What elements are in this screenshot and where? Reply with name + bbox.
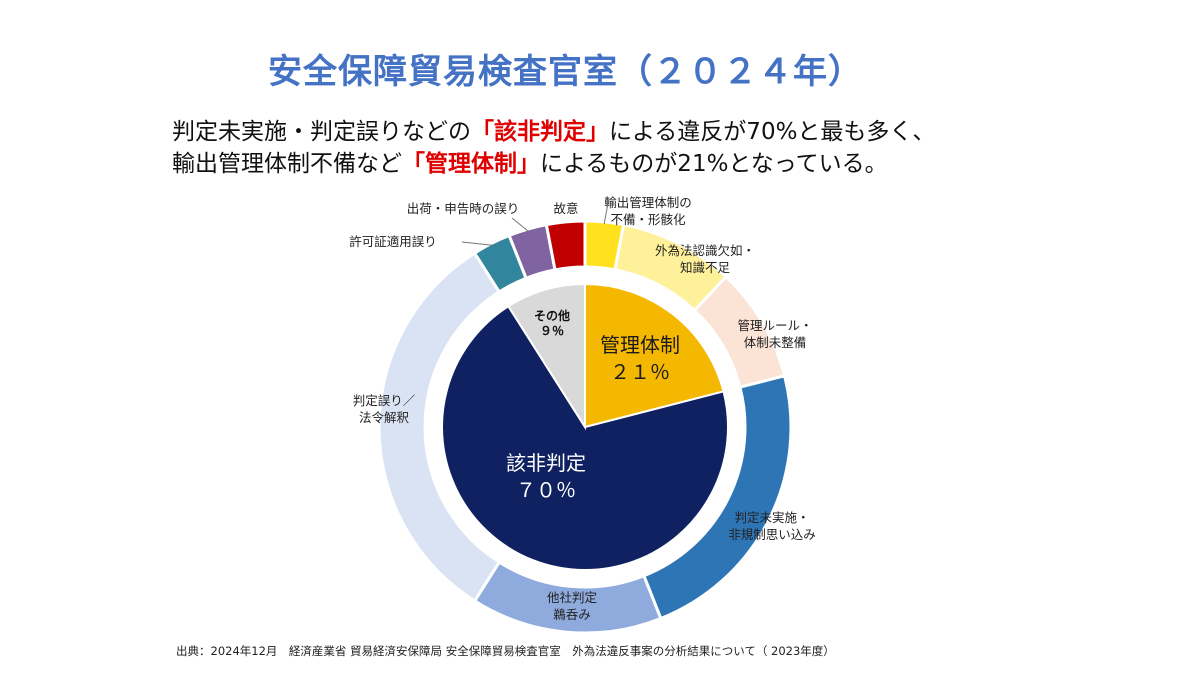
outer-label-g2: 他社判定鵜呑み <box>547 590 597 622</box>
lead-line-2-post: によるものが21%となっている。 <box>540 151 888 177</box>
outer-label-g1: 判定未実施・非規制思い込み <box>728 510 816 542</box>
outer-slice-o3 <box>544 219 587 272</box>
outer-label-k1: 輸出管理体制の不備・形骸化 <box>604 195 692 227</box>
outer-label-k2: 外為法認識欠如・知識不足 <box>655 243 755 275</box>
outer-label-o2: 出荷・申告時の誤り <box>407 201 520 216</box>
lead-line-2-pre: 輸出管理体制不備など <box>172 151 402 177</box>
lead-line-1-highlight: 「該非判定」 <box>471 119 609 145</box>
outer-label-k3: 管理ルール・体制未整備 <box>737 318 812 350</box>
leader-line-o2 <box>511 217 529 232</box>
inner-label-gaihi: 該非判定７０％ <box>506 451 586 502</box>
page-title: 安全保障貿易検査官室（２０２４年） <box>268 52 863 92</box>
inner-slice-other <box>506 282 586 431</box>
lead-line-1-post: による違反が70%と最も多く、 <box>609 119 936 145</box>
inner-label-kanri: 管理体制２１％ <box>600 333 680 384</box>
outer-label-o1: 許可証適用誤り <box>349 234 437 249</box>
leader-line-o1 <box>461 241 493 246</box>
lead-line-2: 輸出管理体制不備など「管理体制」によるものが21%となっている。 <box>172 144 1052 178</box>
inner-slice-gaihi <box>441 304 729 571</box>
lead-line-2-highlight: 「管理体制」 <box>402 151 540 177</box>
lead-line-1: 判定未実施・判定誤りなどの「該非判定」による違反が70%と最も多く、 <box>172 112 1052 146</box>
lead-line-1-pre: 判定未実施・判定誤りなどの <box>172 119 471 145</box>
leader-line-k1 <box>603 202 609 224</box>
inner-slice-kanri <box>584 282 725 429</box>
outer-label-g3: 判定誤り／法令解釈 <box>353 393 416 425</box>
outer-label-o3: 故意 <box>553 201 578 216</box>
source-note: 出典：2024年12月 経済産業省 貿易経済安保障局 安全保障貿易検査官室 外為… <box>176 644 835 658</box>
inner-label-other: その他９％ <box>534 308 570 338</box>
